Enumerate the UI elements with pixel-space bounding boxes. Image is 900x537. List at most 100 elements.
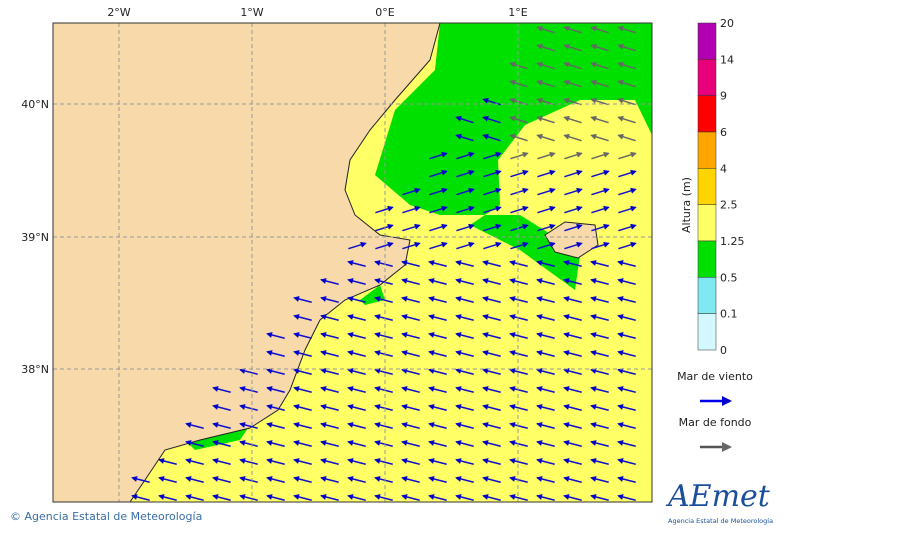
arrow [374, 314, 393, 321]
logo: AEmet [665, 479, 771, 514]
arrow [320, 368, 339, 375]
arrow [618, 151, 637, 160]
arrow [563, 25, 582, 34]
arrow [617, 332, 636, 339]
arrow [429, 187, 448, 196]
arrow [212, 476, 231, 483]
arrow [455, 440, 474, 447]
arrow [401, 440, 420, 447]
arrow [509, 61, 528, 70]
arrow [510, 169, 529, 178]
wave-arrows [131, 25, 637, 501]
arrow [536, 278, 555, 285]
arrow [563, 458, 582, 465]
arrow [509, 133, 528, 142]
arrow [428, 296, 447, 303]
arrow [509, 440, 528, 447]
arrow [266, 368, 285, 375]
arrow [320, 314, 339, 321]
arrow [590, 458, 609, 465]
arrow [617, 278, 636, 285]
arrow [563, 61, 582, 70]
arrow [455, 115, 474, 124]
arrow [374, 476, 393, 483]
arrow [239, 476, 258, 483]
arrow [617, 43, 636, 52]
island [544, 221, 599, 259]
arrow [618, 169, 637, 178]
arrow [429, 151, 448, 160]
arrow [509, 422, 528, 429]
arrow [293, 494, 312, 501]
lat-labels: 40°N 39°N 38°N [21, 98, 49, 376]
arrow [563, 368, 582, 375]
arrow [428, 332, 447, 339]
colorbar-label: 4 [720, 162, 727, 175]
arrow [455, 494, 474, 501]
arrow [428, 494, 447, 501]
arrow [401, 386, 420, 393]
arrow [266, 494, 285, 501]
arrow [320, 458, 339, 465]
arrow [536, 476, 555, 483]
colorbar-label: 14 [720, 53, 734, 66]
arrow [482, 368, 501, 375]
arrow [536, 260, 555, 267]
arrow [509, 476, 528, 483]
arrow [536, 25, 555, 34]
arrow [158, 494, 177, 501]
arrow [347, 278, 366, 285]
arrow [455, 278, 474, 285]
arrow [564, 241, 583, 250]
arrow [483, 205, 502, 214]
arrow [293, 314, 312, 321]
arrow [590, 422, 609, 429]
arrow [590, 314, 609, 321]
arrow [483, 169, 502, 178]
arrow [429, 205, 448, 214]
arrow [293, 386, 312, 393]
arrow [617, 368, 636, 375]
arrow [212, 494, 231, 501]
arrow [428, 314, 447, 321]
arrow [509, 404, 528, 411]
arrow [591, 223, 610, 232]
arrow [617, 97, 636, 106]
arrow [320, 404, 339, 411]
arrow [509, 458, 528, 465]
arrow [347, 422, 366, 429]
arrow [618, 205, 637, 214]
arrow [320, 350, 339, 357]
swell-zone [375, 23, 652, 290]
arrow [509, 278, 528, 285]
arrow [131, 494, 150, 501]
arrow [563, 494, 582, 501]
arrow [455, 133, 474, 142]
arrow [482, 133, 501, 142]
arrow [563, 332, 582, 339]
arrow [617, 422, 636, 429]
arrow [563, 115, 582, 124]
arrow [483, 187, 502, 196]
arrow [401, 296, 420, 303]
arrow [456, 187, 475, 196]
arrow [348, 241, 367, 250]
arrow [617, 440, 636, 447]
arrow [428, 404, 447, 411]
arrow [320, 278, 339, 285]
arrow [293, 296, 312, 303]
arrow [428, 278, 447, 285]
arrow [482, 458, 501, 465]
arrow [590, 25, 609, 34]
colorbar-swatch [697, 204, 717, 242]
arrow [482, 314, 501, 321]
arrow [510, 187, 529, 196]
arrow [590, 260, 609, 267]
arrow [266, 386, 285, 393]
arrow [617, 476, 636, 483]
arrow [482, 260, 501, 267]
colorbar-swatch [697, 22, 717, 60]
arrow [563, 422, 582, 429]
arrow [429, 223, 448, 232]
arrow [563, 79, 582, 88]
